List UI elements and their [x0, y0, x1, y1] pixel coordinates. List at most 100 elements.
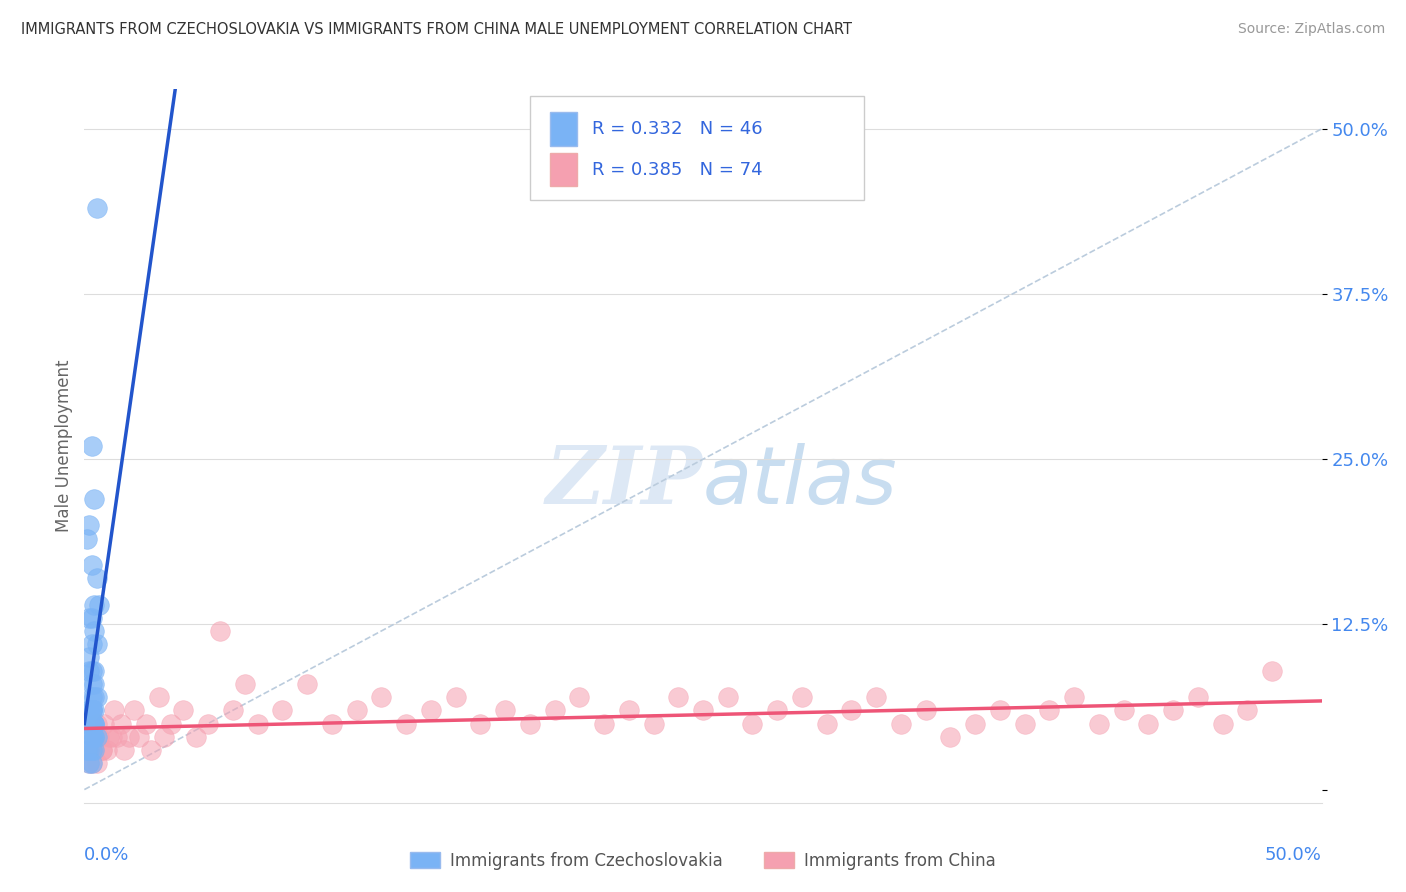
- Point: [118, 730, 141, 744]
- Point: [96, 743, 118, 757]
- Point: [79, 650, 101, 665]
- Point: [79, 756, 101, 771]
- Point: [1187, 690, 1209, 704]
- Point: [1261, 664, 1284, 678]
- Point: [86, 571, 108, 585]
- Point: [80, 730, 103, 744]
- Point: [494, 703, 516, 717]
- Point: [79, 743, 101, 757]
- Point: [90, 743, 112, 757]
- Point: [717, 690, 740, 704]
- Point: [80, 637, 103, 651]
- Point: [93, 716, 115, 731]
- Point: [80, 756, 103, 771]
- Point: [543, 703, 565, 717]
- Point: [741, 716, 763, 731]
- Point: [83, 716, 105, 731]
- Point: [83, 624, 105, 638]
- Point: [790, 690, 813, 704]
- Point: [321, 716, 343, 731]
- Point: [841, 703, 863, 717]
- Point: [209, 624, 232, 638]
- Point: [80, 558, 103, 572]
- Point: [80, 716, 103, 731]
- Point: [1088, 716, 1111, 731]
- Point: [271, 703, 294, 717]
- Point: [160, 716, 183, 731]
- Point: [568, 690, 591, 704]
- Point: [80, 730, 103, 744]
- Point: [86, 690, 108, 704]
- Point: [83, 491, 105, 506]
- Text: R = 0.332   N = 46: R = 0.332 N = 46: [592, 120, 762, 138]
- Point: [988, 703, 1011, 717]
- Point: [80, 703, 103, 717]
- Point: [148, 690, 170, 704]
- Point: [86, 756, 108, 771]
- Point: [1161, 703, 1184, 717]
- Point: [80, 716, 103, 731]
- Point: [83, 690, 105, 704]
- Point: [80, 703, 103, 717]
- Point: [80, 677, 103, 691]
- Point: [1038, 703, 1060, 717]
- Point: [128, 730, 150, 744]
- Point: [112, 743, 135, 757]
- Text: R = 0.385   N = 74: R = 0.385 N = 74: [592, 161, 762, 178]
- Point: [197, 716, 219, 731]
- Point: [1236, 703, 1258, 717]
- Point: [86, 637, 108, 651]
- Point: [110, 716, 132, 731]
- Point: [86, 730, 108, 744]
- Point: [83, 730, 105, 744]
- Point: [80, 756, 103, 771]
- Y-axis label: Male Unemployment: Male Unemployment: [55, 359, 73, 533]
- Point: [83, 743, 105, 757]
- Point: [80, 611, 103, 625]
- Point: [939, 730, 962, 744]
- Text: IMMIGRANTS FROM CZECHOSLOVAKIA VS IMMIGRANTS FROM CHINA MALE UNEMPLOYMENT CORREL: IMMIGRANTS FROM CZECHOSLOVAKIA VS IMMIGR…: [21, 22, 852, 37]
- Point: [79, 518, 101, 533]
- Point: [1137, 716, 1160, 731]
- Point: [395, 716, 418, 731]
- Point: [122, 703, 145, 717]
- Point: [222, 703, 245, 717]
- Point: [76, 532, 98, 546]
- Point: [90, 743, 112, 757]
- Point: [79, 743, 101, 757]
- Legend: Immigrants from Czechoslovakia, Immigrants from China: Immigrants from Czechoslovakia, Immigran…: [404, 846, 1002, 877]
- Point: [1014, 716, 1036, 731]
- Point: [76, 743, 98, 757]
- Point: [172, 703, 194, 717]
- Point: [246, 716, 269, 731]
- Text: atlas: atlas: [703, 442, 898, 521]
- Point: [1112, 703, 1135, 717]
- Point: [617, 703, 640, 717]
- Point: [865, 690, 887, 704]
- Point: [1063, 690, 1085, 704]
- Point: [152, 730, 174, 744]
- Point: [83, 598, 105, 612]
- Point: [83, 730, 105, 744]
- Point: [80, 703, 103, 717]
- Point: [80, 730, 103, 744]
- Point: [80, 690, 103, 704]
- Point: [86, 716, 108, 731]
- Text: 50.0%: 50.0%: [1265, 846, 1322, 863]
- Point: [89, 730, 111, 744]
- Point: [295, 677, 318, 691]
- Point: [141, 743, 163, 757]
- Point: [89, 598, 111, 612]
- Point: [83, 677, 105, 691]
- Text: ZIP: ZIP: [546, 443, 703, 520]
- Point: [470, 716, 492, 731]
- Point: [1212, 716, 1234, 731]
- Point: [233, 677, 256, 691]
- Point: [98, 730, 121, 744]
- Point: [80, 664, 103, 678]
- Point: [184, 730, 207, 744]
- Point: [346, 703, 368, 717]
- Point: [135, 716, 157, 731]
- FancyBboxPatch shape: [550, 112, 576, 145]
- Point: [692, 703, 714, 717]
